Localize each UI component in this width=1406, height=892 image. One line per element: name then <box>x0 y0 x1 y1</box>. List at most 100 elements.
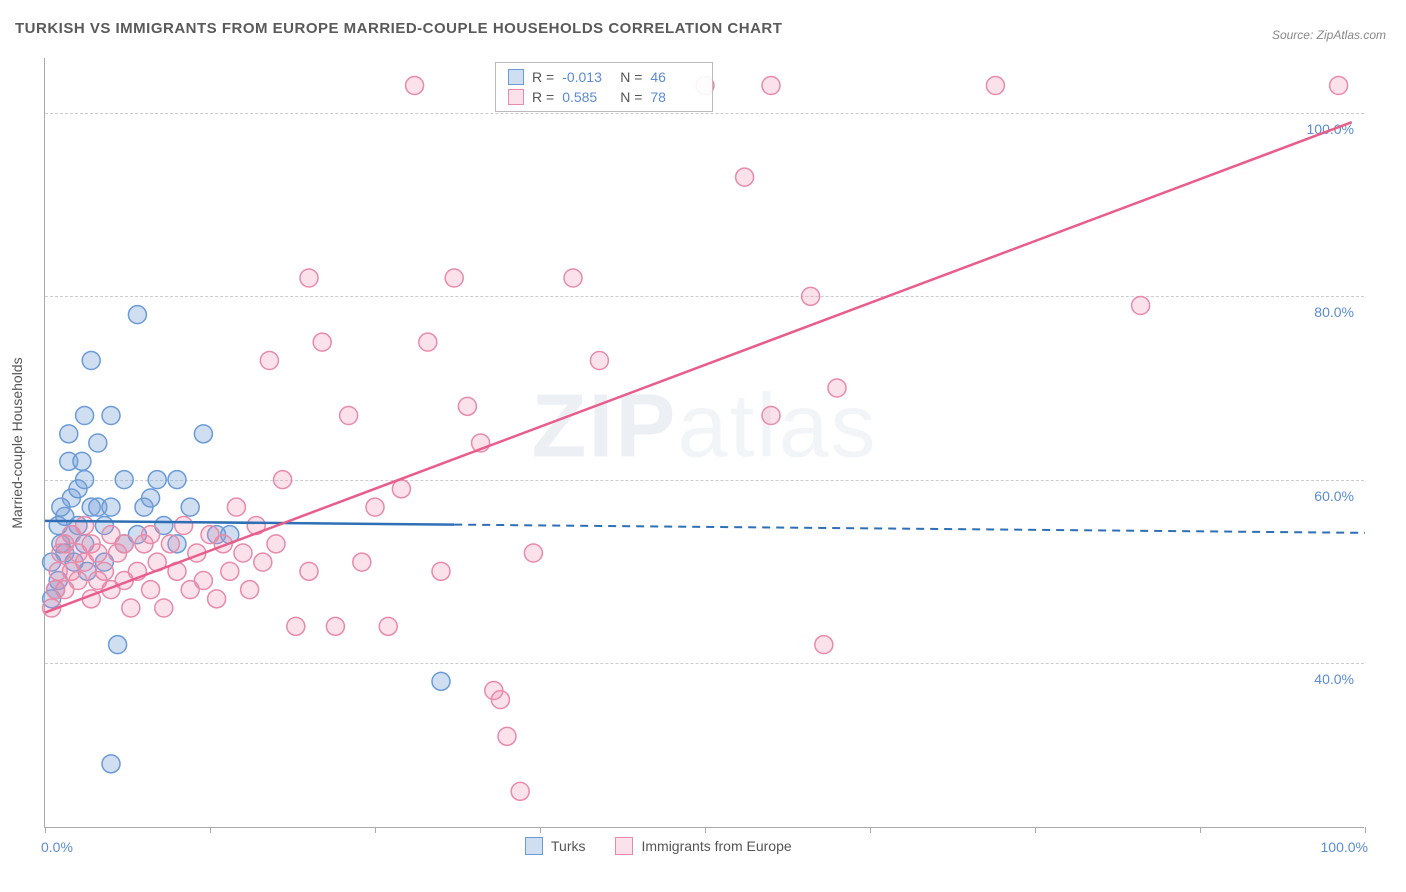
trend-line-extrapolated <box>454 525 1365 533</box>
value-r-europe: 0.585 <box>562 89 612 105</box>
chart-title: TURKISH VS IMMIGRANTS FROM EUROPE MARRIE… <box>15 20 782 37</box>
scatter-point <box>511 782 529 800</box>
value-n-turks: 46 <box>650 69 700 85</box>
scatter-point <box>95 562 113 580</box>
x-tick <box>375 827 376 833</box>
scatter-point <box>340 407 358 425</box>
scatter-point <box>109 636 127 654</box>
scatter-point <box>102 755 120 773</box>
scatter-point <box>458 397 476 415</box>
scatter-point <box>524 544 542 562</box>
scatter-point <box>175 517 193 535</box>
x-tick <box>705 827 706 833</box>
scatter-point <box>274 471 292 489</box>
scatter-point <box>155 599 173 617</box>
scatter-point <box>142 581 160 599</box>
scatter-point <box>564 269 582 287</box>
scatter-point <box>76 517 94 535</box>
scatter-point <box>82 352 100 370</box>
scatter-point <box>762 77 780 95</box>
scatter-point <box>802 287 820 305</box>
trend-line <box>45 122 1352 612</box>
swatch-turks-legend <box>525 837 543 855</box>
scatter-point <box>815 636 833 654</box>
scatter-point <box>73 452 91 470</box>
source-attribution: Source: ZipAtlas.com <box>1272 28 1386 42</box>
legend-item-europe: Immigrants from Europe <box>615 837 791 855</box>
scatter-point <box>366 498 384 516</box>
scatter-point <box>194 425 212 443</box>
scatter-point <box>194 572 212 590</box>
scatter-point <box>392 480 410 498</box>
scatter-point <box>432 562 450 580</box>
x-tick <box>45 827 46 833</box>
scatter-point <box>353 553 371 571</box>
scatter-point <box>227 498 245 516</box>
scatter-point <box>52 498 70 516</box>
scatter-point <box>406 77 424 95</box>
y-axis-title: Married-couple Households <box>9 357 25 528</box>
stats-row-turks: R = -0.013 N = 46 <box>496 67 712 87</box>
scatter-point <box>221 562 239 580</box>
scatter-point <box>89 434 107 452</box>
scatter-point <box>102 407 120 425</box>
scatter-point <box>590 352 608 370</box>
scatter-point <box>115 535 133 553</box>
x-tick <box>540 827 541 833</box>
scatter-point <box>148 471 166 489</box>
scatter-point <box>122 599 140 617</box>
x-axis-max-label: 100.0% <box>1321 839 1368 855</box>
plot-area: Married-couple Households ZIPatlas 40.0%… <box>44 58 1364 828</box>
x-axis-min-label: 0.0% <box>41 839 73 855</box>
legend-item-turks: Turks <box>525 837 585 855</box>
value-n-europe: 78 <box>650 89 700 105</box>
scatter-point <box>491 691 509 709</box>
legend-label-turks: Turks <box>551 838 585 854</box>
scatter-point <box>142 526 160 544</box>
scatter-point <box>76 407 94 425</box>
legend: Turks Immigrants from Europe <box>525 837 792 855</box>
scatter-point <box>287 617 305 635</box>
scatter-point <box>498 727 516 745</box>
scatter-point <box>986 77 1004 95</box>
scatter-point <box>313 333 331 351</box>
scatter-point <box>208 590 226 608</box>
correlation-stats-box: R = -0.013 N = 46 R = 0.585 N = 78 <box>495 62 713 112</box>
scatter-point <box>379 617 397 635</box>
legend-label-europe: Immigrants from Europe <box>641 838 791 854</box>
scatter-point <box>76 471 94 489</box>
scatter-point <box>161 535 179 553</box>
label-r: R = <box>532 69 554 85</box>
scatter-point <box>762 407 780 425</box>
scatter-point <box>102 498 120 516</box>
scatter-point <box>69 572 87 590</box>
scatter-point <box>300 562 318 580</box>
scatter-point <box>267 535 285 553</box>
scatter-point <box>326 617 344 635</box>
scatter-point <box>168 471 186 489</box>
x-tick <box>1035 827 1036 833</box>
scatter-point <box>736 168 754 186</box>
value-r-turks: -0.013 <box>562 69 612 85</box>
scatter-point <box>445 269 463 287</box>
label-n: N = <box>620 89 642 105</box>
x-tick <box>870 827 871 833</box>
scatter-point <box>1132 297 1150 315</box>
label-n: N = <box>620 69 642 85</box>
swatch-europe-legend <box>615 837 633 855</box>
scatter-point <box>60 425 78 443</box>
scatter-point <box>128 306 146 324</box>
scatter-point <box>1330 77 1348 95</box>
swatch-turks <box>508 69 524 85</box>
scatter-point <box>260 352 278 370</box>
x-tick <box>1365 827 1366 833</box>
scatter-point <box>300 269 318 287</box>
scatter-point <box>234 544 252 562</box>
label-r: R = <box>532 89 554 105</box>
scatter-point <box>181 498 199 516</box>
swatch-europe <box>508 89 524 105</box>
scatter-point <box>432 672 450 690</box>
x-tick <box>210 827 211 833</box>
scatter-point <box>89 544 107 562</box>
scatter-point <box>241 581 259 599</box>
